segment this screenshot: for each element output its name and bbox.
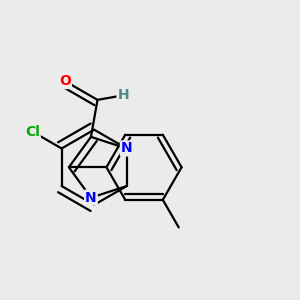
Text: O: O bbox=[59, 74, 71, 88]
Text: N: N bbox=[121, 142, 133, 155]
Text: Cl: Cl bbox=[25, 124, 40, 139]
Text: H: H bbox=[118, 88, 129, 102]
Text: N: N bbox=[85, 191, 97, 205]
